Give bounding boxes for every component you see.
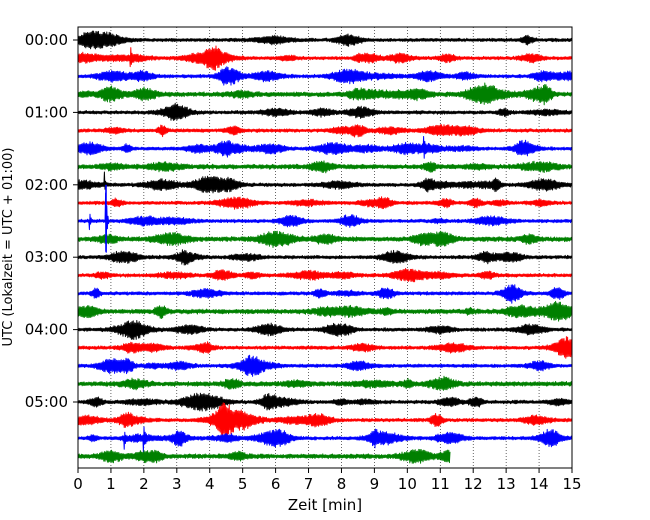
trace-row	[77, 160, 573, 174]
trace-row	[77, 136, 573, 159]
seismogram-traces	[77, 30, 573, 464]
trace-row	[77, 192, 573, 253]
trace-row	[77, 426, 573, 454]
trace-row	[77, 300, 573, 322]
trace-row	[77, 320, 573, 340]
x-tick-label: 11	[431, 475, 450, 493]
x-tick-label: 1	[106, 475, 116, 493]
trace-row	[77, 30, 573, 50]
x-tick-label: 9	[370, 475, 380, 493]
x-tick-label: 3	[172, 475, 182, 493]
x-tick-label: 5	[238, 475, 248, 493]
trace-row	[77, 336, 573, 359]
y-tick-label: 00:00	[25, 31, 68, 49]
y-tick-label: 01:00	[25, 103, 68, 121]
trace-row	[77, 375, 573, 391]
trace-row	[77, 45, 573, 71]
trace-row	[77, 124, 573, 138]
x-tick-label: 6	[271, 475, 281, 493]
trace-row	[77, 268, 573, 283]
x-axis-label: Zeit [min]	[288, 496, 362, 514]
x-tick-label: 12	[464, 475, 483, 493]
x-tick-label: 13	[497, 475, 516, 493]
x-tick-label: 7	[304, 475, 314, 493]
trace-row	[77, 354, 573, 377]
trace-row	[77, 284, 573, 304]
x-tick-label: 15	[562, 475, 581, 493]
y-axis-label: UTC (Lokalzeit = UTC + 01:00)	[1, 148, 16, 347]
y-axis-ticks: 00:00 01:00 02:00 03:00 04:00 05:00	[25, 31, 78, 411]
x-tick-label: 0	[73, 475, 83, 493]
x-tick-label: 10	[398, 475, 417, 493]
trace-row	[77, 402, 573, 439]
trace-row	[77, 82, 573, 106]
x-tick-label: 2	[139, 475, 149, 493]
trace-row	[77, 171, 573, 194]
x-tick-label: 8	[337, 475, 347, 493]
trace-row	[77, 66, 573, 86]
trace-row	[77, 392, 573, 412]
trace-row	[77, 448, 451, 464]
trace-row	[77, 230, 573, 248]
x-tick-label: 4	[205, 475, 215, 493]
trace-row	[77, 196, 573, 210]
plot-frame	[77, 26, 573, 469]
y-tick-label: 05:00	[25, 393, 68, 411]
y-tick-label: 03:00	[25, 248, 68, 266]
trace-row	[77, 102, 573, 121]
x-axis-ticks: 0 1 2 3 4 5 6 7 8 9 10 11 12 13 14 15	[73, 468, 582, 493]
y-tick-label: 04:00	[25, 321, 68, 339]
trace-row	[77, 249, 573, 266]
y-tick-label: 02:00	[25, 176, 68, 194]
x-tick-label: 14	[530, 475, 549, 493]
